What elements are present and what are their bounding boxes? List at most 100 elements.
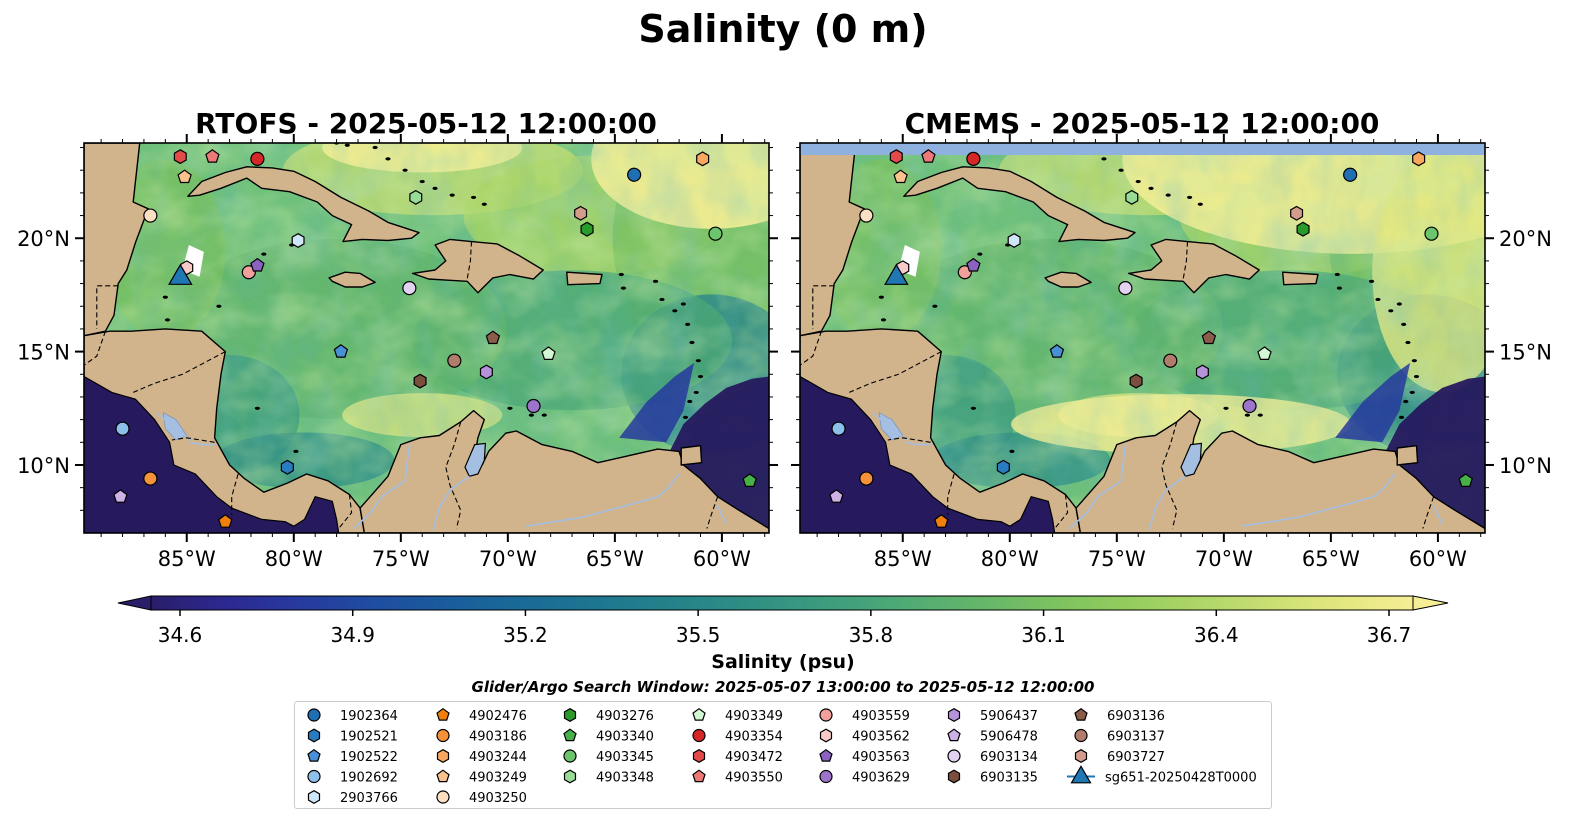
legend-label: 6903135 — [980, 771, 1038, 786]
islet — [449, 193, 455, 197]
legend-item: 4903249 — [436, 769, 527, 786]
float-marker — [143, 471, 158, 486]
float-marker — [218, 514, 233, 528]
islet — [1368, 279, 1375, 283]
legend-label: 4903250 — [469, 791, 527, 806]
legend-label: 4902476 — [469, 709, 527, 724]
float-marker — [1242, 398, 1257, 414]
float-marker — [447, 353, 462, 368]
legend-marker-icon — [307, 790, 321, 804]
legend-item: 6903137 — [1074, 728, 1165, 745]
legend-label: 4903340 — [596, 730, 654, 745]
colorbar-tick-label: 34.9 — [330, 623, 375, 647]
country-border — [1161, 421, 1178, 529]
legend-glider-icon — [1070, 765, 1092, 784]
legend-label: 1902522 — [340, 750, 398, 765]
glider-marker — [884, 263, 909, 285]
islet — [1101, 157, 1107, 161]
y-tick-label: 15°N — [1499, 341, 1552, 365]
islet — [470, 195, 477, 200]
colorbar-high-extension — [1412, 595, 1449, 611]
legend-label: 4903559 — [852, 709, 910, 724]
land-hispaniola — [1127, 238, 1260, 294]
float-marker — [893, 169, 908, 184]
islet — [880, 318, 887, 322]
river — [1373, 473, 1396, 498]
river — [1432, 505, 1443, 525]
islet — [618, 272, 624, 277]
legend-item: 1902521 — [307, 728, 398, 745]
legend-marker-icon — [1074, 749, 1088, 763]
legend-item: 4903550 — [692, 769, 783, 786]
colorbar-tick-label: 34.6 — [158, 623, 203, 647]
x-tick-label: 65°W — [586, 547, 644, 571]
float-marker — [1129, 373, 1143, 389]
islet — [481, 202, 487, 206]
x-tick-label: 85°W — [874, 547, 932, 571]
islet — [385, 157, 391, 161]
legend-item: 4903186 — [436, 728, 527, 745]
colorbar: 34.6 34.9 35.2 35.5 35.8 36.1 36.4 36.7 Salinit… — [117, 595, 1449, 696]
legend-item: 5906478 — [947, 728, 1038, 745]
islet — [1244, 413, 1250, 417]
legend-marker-icon — [307, 728, 321, 743]
float-marker — [1163, 353, 1178, 368]
land-jamaica — [1044, 271, 1092, 288]
colorbar-tick-label: 36.7 — [1367, 623, 1412, 647]
legend-marker-icon — [947, 708, 961, 722]
legend-label: 4903472 — [725, 750, 783, 765]
float-marker — [1412, 151, 1426, 167]
legend-item: 4903250 — [436, 790, 527, 806]
river — [657, 473, 680, 498]
float-marker — [250, 257, 265, 272]
float-marker — [479, 364, 493, 380]
legend-marker-icon — [947, 749, 961, 763]
islet — [419, 179, 425, 184]
legend-label: 6903134 — [980, 750, 1038, 765]
islet — [528, 413, 534, 417]
legend-label: 4903249 — [469, 771, 527, 786]
legend-label: 1902692 — [340, 771, 398, 786]
float-marker — [1290, 205, 1304, 221]
float-marker — [143, 208, 158, 223]
float-marker — [580, 221, 594, 237]
legend-marker-icon — [692, 769, 706, 783]
legend-entries: 1902364 1902521 1902522 1902692 2903766 49024… — [307, 707, 1257, 806]
legend-marker-icon — [436, 728, 450, 743]
x-tick-label: 70°W — [1195, 547, 1253, 571]
islet — [689, 340, 695, 345]
x-tick-label: 60°W — [1409, 547, 1467, 571]
islet — [977, 252, 983, 256]
float-marker — [1343, 167, 1358, 182]
float-marker — [934, 514, 949, 528]
panel-title-rtofs: RTOFS - 2025-05-12 12:00:00 — [195, 107, 657, 140]
country-border — [171, 437, 215, 443]
islet — [659, 297, 665, 302]
islet — [1197, 202, 1203, 206]
islet — [164, 318, 171, 322]
y-tick-label: 20°N — [1499, 227, 1552, 251]
float-marker — [1049, 344, 1065, 358]
legend-label: 2903766 — [340, 791, 398, 806]
islet — [1334, 272, 1340, 277]
islet — [652, 279, 659, 283]
legend-label: 4903348 — [596, 771, 654, 786]
legend-marker-icon — [692, 728, 706, 743]
float-marker — [696, 151, 710, 167]
legend-label: 6903727 — [1107, 750, 1165, 765]
islet — [1375, 297, 1381, 302]
legend-item: 4903348 — [563, 769, 654, 786]
y-tick-label: 10°N — [1499, 454, 1552, 478]
float-marker — [205, 149, 220, 163]
legend-label: 5906437 — [980, 709, 1038, 724]
legend-label: 4903354 — [725, 730, 783, 745]
legend-item: 6903727 — [1074, 749, 1165, 765]
islet — [685, 322, 691, 326]
land-cuba — [187, 166, 420, 243]
map-panel-rtofs: 85°W 80°W 75°W 70°W 65°W 60°W 20°N 15°N 10°N — [17, 134, 778, 571]
legend-item: 6903134 — [947, 749, 1038, 765]
country-border — [1054, 494, 1069, 529]
islet — [344, 143, 350, 147]
float-marker — [966, 151, 981, 166]
